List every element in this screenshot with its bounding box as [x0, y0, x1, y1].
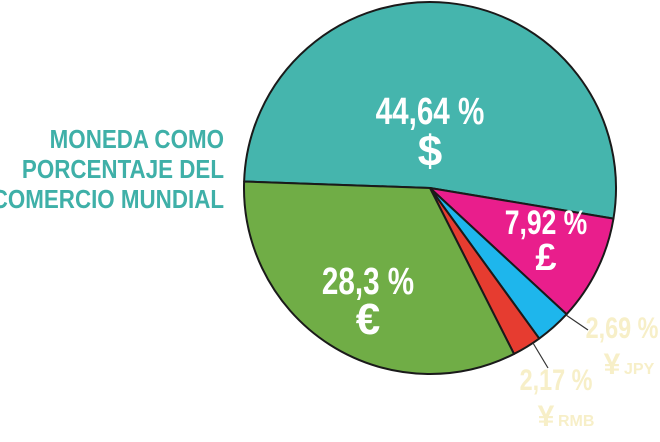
slice-value-label-1: 44,64 %: [376, 91, 485, 133]
pie-slice-5: [243, 180, 516, 375]
slice-value-label-5: 28,3 %: [322, 261, 414, 303]
currency-symbol-5: €: [356, 295, 380, 344]
pie-slice-1: [243, 1, 617, 220]
chart-title-line-2: PORCENTAJE DEL: [21, 154, 225, 184]
chart-title-line-1: MONEDA COMO: [49, 124, 224, 154]
leader-line-4: [532, 342, 549, 369]
slice-value-label-3: 2,69 %: [586, 311, 659, 344]
chart-title-line-3: COMERCIO MUNDIAL: [0, 184, 224, 214]
currency-symbol-4: ¥: [538, 400, 555, 433]
currency-code-4: RMB: [558, 413, 594, 430]
slice-value-label-4: 2,17 %: [520, 363, 593, 396]
chart-title: MONEDA COMO PORCENTAJE DEL COMERCIO MUND…: [0, 124, 224, 214]
pie-slice-2: [429, 187, 615, 316]
currency-symbol-2: £: [535, 237, 556, 279]
currency-code-3: JPY: [624, 361, 655, 378]
currency-symbol-1: $: [418, 127, 442, 176]
currency-symbol-3: ¥: [604, 348, 621, 381]
slice-value-label-2: 7,92 %: [505, 204, 588, 242]
leader-line-3: [565, 314, 589, 331]
